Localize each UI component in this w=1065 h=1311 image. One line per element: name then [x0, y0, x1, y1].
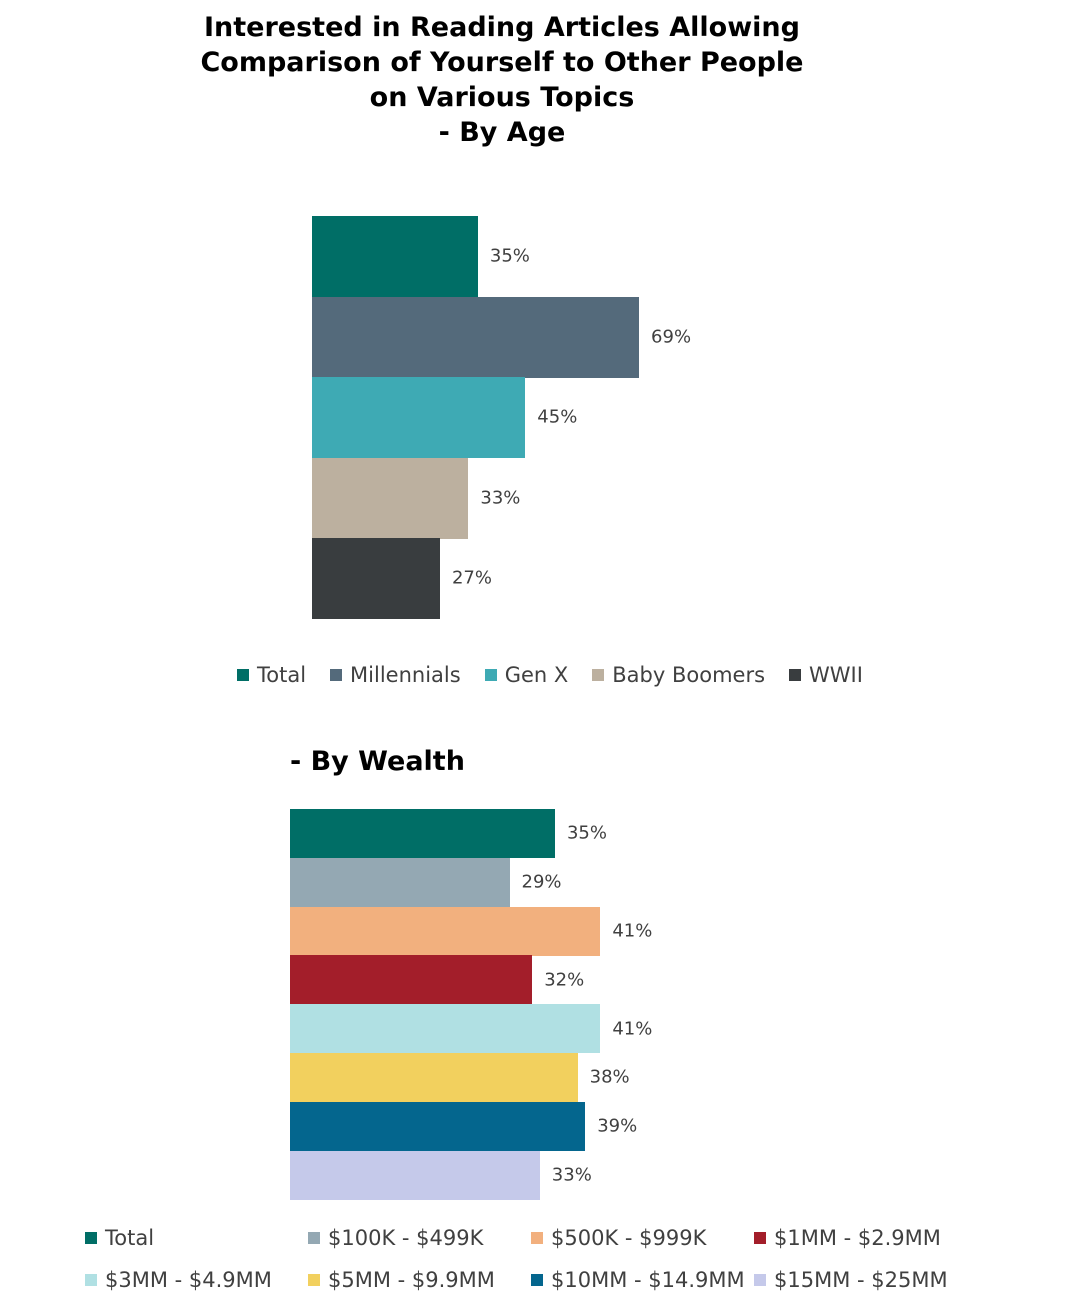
bar: [290, 955, 533, 1005]
legend-label: Total: [105, 1226, 155, 1250]
legend-item: Total: [237, 654, 306, 696]
legend-swatch: [754, 1232, 766, 1244]
chart-title: Interested in Reading Articles Allowing …: [200, 12, 804, 148]
legend-item: Total: [85, 1217, 308, 1259]
legend-item: Millennials: [330, 654, 461, 696]
legend-swatch: [754, 1274, 766, 1286]
legend-label: WWII: [809, 663, 863, 687]
data-label: 35%: [566, 822, 607, 844]
legend-swatch: [308, 1274, 320, 1286]
legend-item: $3MM - $4.9MM: [85, 1259, 308, 1301]
legend-label: $1MM - $2.9MM: [774, 1226, 941, 1250]
data-label: 41%: [612, 920, 653, 942]
legend-label: $10MM - $14.9MM: [551, 1268, 745, 1292]
bar: [290, 857, 510, 908]
bar: [290, 1004, 601, 1054]
legend-item: $15MM - $25MM: [754, 1259, 977, 1301]
legend-label: $100K - $499K: [328, 1226, 484, 1250]
legend-item: $500K - $999K: [531, 1217, 754, 1259]
data-label: 41%: [612, 1018, 653, 1040]
bar: [290, 1053, 578, 1103]
chart-title: - By Wealth: [290, 746, 465, 777]
data-label: 32%: [544, 969, 585, 991]
legend-label: $3MM - $4.9MM: [105, 1268, 272, 1292]
bar: [312, 216, 478, 297]
legend-item: Baby Boomers: [592, 654, 765, 696]
data-label: 29%: [521, 871, 562, 893]
legend-swatch: [789, 669, 802, 681]
legend: Total Millennials Gen X Baby Boomers WWII: [237, 654, 937, 696]
legend-swatch: [237, 669, 249, 681]
legend-swatch: [308, 1232, 320, 1244]
legend-item: WWII: [789, 654, 863, 696]
data-label: 69%: [651, 326, 692, 348]
bar: [290, 1150, 540, 1200]
bar: [290, 1101, 586, 1152]
legend-swatch: [531, 1232, 543, 1244]
data-label: 38%: [589, 1066, 630, 1088]
legend-label: $500K - $999K: [551, 1226, 707, 1250]
legend-item: Gen X: [484, 654, 569, 696]
legend-swatch: [484, 669, 497, 681]
bar: [290, 809, 555, 859]
bar: [312, 457, 469, 539]
legend-label: $15MM - $25MM: [774, 1268, 948, 1292]
legend: Total $100K - $499K $500K - $999K $1MM - $2…: [85, 1217, 1065, 1301]
legend-swatch: [531, 1274, 543, 1286]
bar: [312, 296, 640, 378]
data-label: 39%: [597, 1115, 638, 1137]
legend-swatch: [592, 669, 605, 681]
data-label: 35%: [489, 245, 530, 267]
legend-label: $5MM - $9.9MM: [328, 1268, 495, 1292]
bar: [312, 538, 440, 619]
legend-item: $100K - $499K: [308, 1217, 531, 1259]
data-label: 27%: [451, 567, 492, 589]
legend-swatch: [85, 1232, 97, 1244]
legend-label: Gen X: [504, 663, 569, 687]
data-label: 45%: [537, 406, 578, 428]
legend-label: Millennials: [350, 663, 461, 687]
legend-swatch: [85, 1274, 97, 1286]
legend-label: Baby Boomers: [612, 663, 766, 687]
legend-item: $1MM - $2.9MM: [754, 1217, 977, 1259]
legend-item: $5MM - $9.9MM: [308, 1259, 531, 1301]
data-label: 33%: [551, 1164, 592, 1186]
bar: [290, 906, 601, 956]
legend-item: $10MM - $14.9MM: [531, 1259, 754, 1301]
legend-swatch: [330, 669, 343, 681]
legend-label: Total: [257, 663, 307, 687]
bar: [312, 377, 526, 458]
data-label: 33%: [480, 487, 521, 509]
